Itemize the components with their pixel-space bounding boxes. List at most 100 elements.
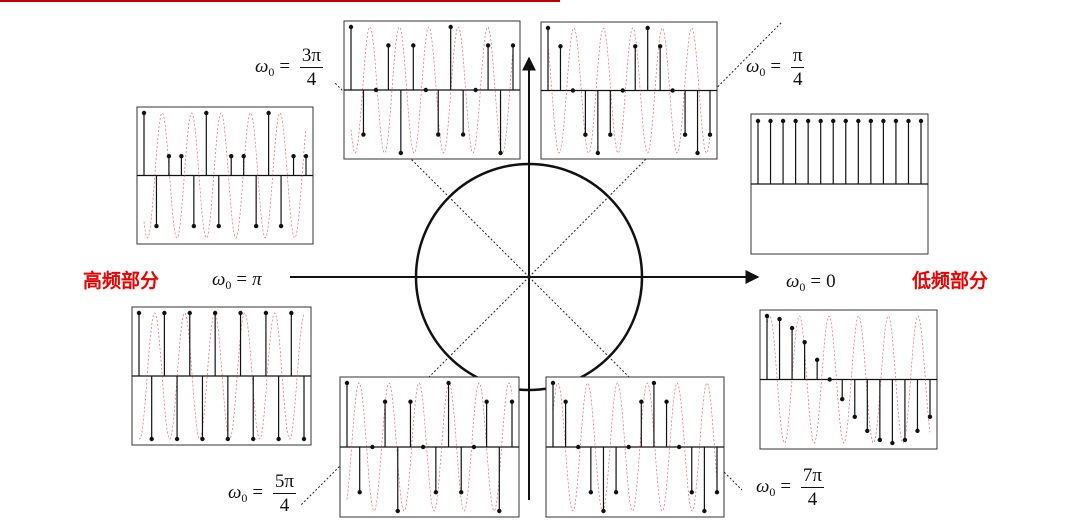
- sample-dot: [645, 25, 650, 31]
- sample-dot: [471, 444, 477, 450]
- sample-dot: [395, 508, 400, 514]
- sample-dot: [291, 153, 296, 159]
- sample-dot: [777, 316, 782, 322]
- panel-5pi-over-4: [339, 376, 520, 518]
- sample-dot: [664, 399, 669, 404]
- sample-dot: [601, 508, 606, 514]
- sample-dot: [204, 110, 209, 116]
- sample-dot: [510, 43, 516, 48]
- continuous-signal: [346, 382, 513, 512]
- sample-dot: [620, 88, 625, 93]
- sample-dot: [301, 436, 307, 442]
- sample-dot: [460, 132, 466, 137]
- sample-dot: [856, 118, 861, 124]
- sample-dot: [805, 118, 811, 124]
- sample-dot: [814, 357, 820, 363]
- sample-dot: [802, 339, 807, 345]
- sample-dot: [558, 44, 563, 49]
- sample-dot: [357, 490, 362, 495]
- sample-dot: [689, 490, 694, 495]
- top-rule: [0, 0, 560, 2]
- sample-dot: [276, 436, 281, 442]
- sample-dot: [865, 428, 870, 434]
- sample-dot: [436, 132, 441, 137]
- sample-dot: [278, 223, 284, 229]
- continuous-signal: [766, 315, 931, 444]
- sample-dot: [459, 490, 464, 495]
- sample-dot: [670, 88, 675, 93]
- sample-dot: [473, 87, 478, 93]
- sample-dot: [768, 118, 773, 124]
- sample-dot: [613, 490, 619, 495]
- unit-circle: [414, 162, 644, 392]
- panel-omega-pi: [131, 306, 312, 446]
- sample-dot: [386, 43, 391, 48]
- sample-dot: [191, 223, 197, 229]
- panel-omega-zero: [750, 113, 929, 255]
- sample-dot: [893, 118, 899, 124]
- sample-dot: [570, 88, 576, 93]
- omega-7pi-4-label: ω0 = 7π 4: [756, 465, 824, 510]
- sample-dot: [212, 310, 218, 316]
- sample-dot: [852, 414, 857, 420]
- sample-dot: [433, 490, 439, 495]
- continuous-signal: [552, 382, 718, 512]
- sample-dot: [890, 440, 895, 446]
- sample-dot: [545, 25, 551, 31]
- sample-dot: [626, 444, 631, 450]
- omega-zero-label: ω0 = 0: [786, 271, 836, 294]
- omega-3pi-4-label: ω0 = 3π 4: [255, 45, 323, 90]
- sample-dot: [187, 310, 192, 316]
- sample-dot: [446, 380, 451, 386]
- sample-dot: [141, 110, 147, 116]
- sample-dot: [906, 118, 911, 124]
- sample-dot: [843, 118, 848, 124]
- sample-dot: [200, 436, 205, 442]
- sample-dot: [707, 132, 713, 137]
- sample-dot: [608, 132, 613, 137]
- sample-dot: [827, 377, 832, 382]
- sample-dot: [657, 44, 663, 49]
- sample-dot: [423, 87, 428, 93]
- sample-dot: [831, 118, 836, 124]
- continuous-signal: [547, 27, 711, 154]
- sample-dot: [633, 44, 638, 49]
- continuous-signal: [138, 312, 305, 440]
- sample-dot: [639, 399, 644, 404]
- sample-dot: [902, 437, 908, 443]
- sample-dot: [714, 490, 720, 495]
- sample-dot: [576, 444, 581, 450]
- sample-dot: [793, 118, 798, 124]
- sample-dot: [266, 110, 271, 116]
- sample-dot: [174, 436, 180, 442]
- sample-dot: [373, 87, 379, 93]
- sample-dot: [179, 153, 184, 159]
- sample-dot: [764, 313, 770, 319]
- sample-dot: [241, 153, 246, 159]
- sample-dot: [484, 399, 489, 404]
- sample-dot: [550, 380, 556, 386]
- panel-3pi-over-4: [343, 20, 521, 160]
- sample-dot: [225, 436, 231, 442]
- panel-low-freq-right: [759, 309, 938, 450]
- sample-dot: [408, 399, 413, 404]
- sample-dot: [398, 150, 404, 156]
- sample-dot: [166, 153, 172, 159]
- omega-5pi-4-label: ω0 = 5π 4: [228, 471, 296, 516]
- sample-dot: [651, 380, 657, 386]
- sample-dot: [216, 223, 221, 229]
- continuous-signal: [350, 26, 514, 154]
- sample-dot: [702, 508, 707, 514]
- sample-dot: [382, 399, 388, 404]
- sample-dot: [682, 132, 688, 137]
- sample-dot: [229, 153, 234, 159]
- sample-dot: [149, 436, 154, 442]
- sample-dot: [881, 118, 886, 124]
- sample-dot: [915, 428, 920, 434]
- low-frequency-label: 低频部分: [912, 270, 989, 292]
- sample-dot: [780, 118, 786, 124]
- sample-dot: [289, 310, 294, 316]
- sample-dot: [411, 43, 416, 48]
